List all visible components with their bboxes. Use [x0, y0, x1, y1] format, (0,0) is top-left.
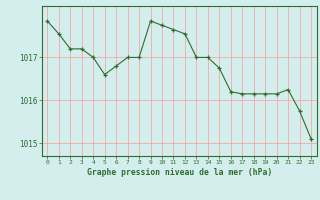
X-axis label: Graphe pression niveau de la mer (hPa): Graphe pression niveau de la mer (hPa)	[87, 168, 272, 177]
